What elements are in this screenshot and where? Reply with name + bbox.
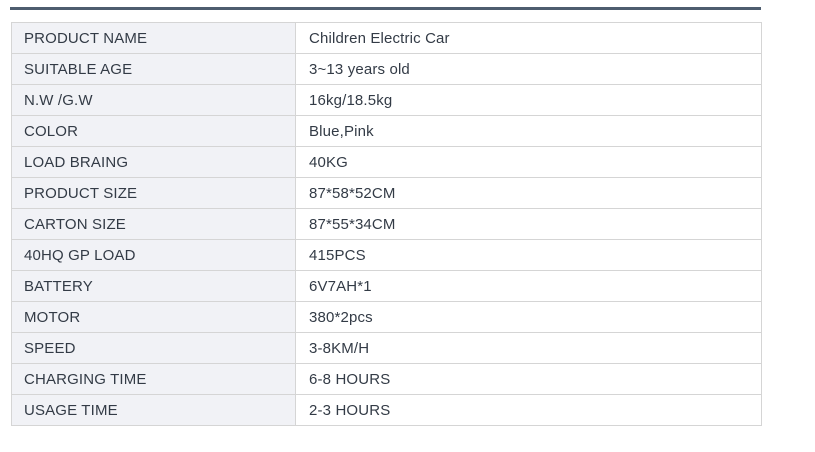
spec-value: 2-3 HOURS — [295, 394, 762, 426]
spec-label: CHARGING TIME — [11, 363, 296, 395]
spec-label: COLOR — [11, 115, 296, 147]
spec-row: N.W /G.W 16kg/18.5kg — [11, 84, 762, 116]
spec-value: 16kg/18.5kg — [295, 84, 762, 116]
spec-label: BATTERY — [11, 270, 296, 302]
spec-label: N.W /G.W — [11, 84, 296, 116]
spec-value: 6V7AH*1 — [295, 270, 762, 302]
spec-value: 415PCS — [295, 239, 762, 271]
spec-row: COLOR Blue,Pink — [11, 115, 762, 147]
spec-value: 40KG — [295, 146, 762, 178]
spec-row: SPEED 3-8KM/H — [11, 332, 762, 364]
spec-row: PRODUCT NAME Children Electric Car — [11, 22, 762, 54]
spec-row: BATTERY 6V7AH*1 — [11, 270, 762, 302]
spec-label: SPEED — [11, 332, 296, 364]
spec-row: LOAD BRAING 40KG — [11, 146, 762, 178]
spec-table-body: PRODUCT NAME Children Electric Car SUITA… — [11, 22, 762, 426]
spec-row: USAGE TIME 2-3 HOURS — [11, 394, 762, 426]
spec-row: MOTOR 380*2pcs — [11, 301, 762, 333]
spec-value: 87*55*34CM — [295, 208, 762, 240]
spec-label: 40HQ GP LOAD — [11, 239, 296, 271]
spec-value: 380*2pcs — [295, 301, 762, 333]
spec-row: CARTON SIZE 87*55*34CM — [11, 208, 762, 240]
spec-row: 40HQ GP LOAD 415PCS — [11, 239, 762, 271]
spec-label: SUITABLE AGE — [11, 53, 296, 85]
spec-label: PRODUCT SIZE — [11, 177, 296, 209]
spec-row: SUITABLE AGE 3~13 years old — [11, 53, 762, 85]
spec-label: CARTON SIZE — [11, 208, 296, 240]
spec-row: PRODUCT SIZE 87*58*52CM — [11, 177, 762, 209]
spec-value: 87*58*52CM — [295, 177, 762, 209]
spec-label: MOTOR — [11, 301, 296, 333]
spec-row: CHARGING TIME 6-8 HOURS — [11, 363, 762, 395]
spec-label: PRODUCT NAME — [11, 22, 296, 54]
spec-value: 3~13 years old — [295, 53, 762, 85]
product-spec-table: PRODUCT NAME Children Electric Car SUITA… — [11, 22, 762, 426]
spec-value: 6-8 HOURS — [295, 363, 762, 395]
spec-label: USAGE TIME — [11, 394, 296, 426]
spec-value: Children Electric Car — [295, 22, 762, 54]
spec-label: LOAD BRAING — [11, 146, 296, 178]
spec-value: Blue,Pink — [295, 115, 762, 147]
section-divider-rule — [10, 7, 761, 10]
spec-value: 3-8KM/H — [295, 332, 762, 364]
